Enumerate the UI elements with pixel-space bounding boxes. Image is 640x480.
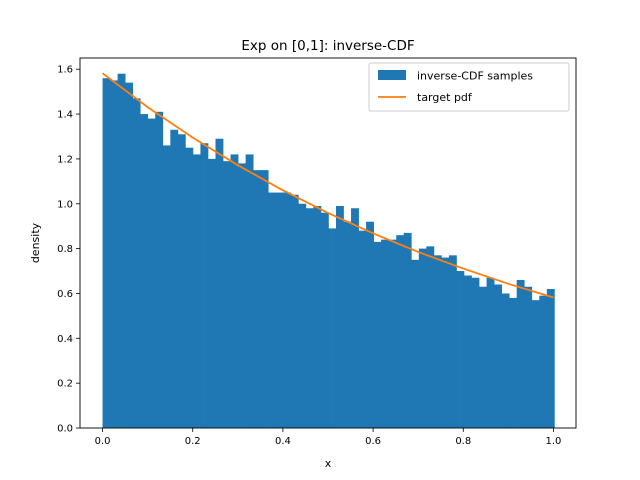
- histogram-bar: [140, 114, 149, 428]
- histogram-bar: [471, 277, 480, 428]
- histogram-bar: [313, 206, 322, 428]
- histogram-bar: [501, 293, 510, 428]
- y-tick-label: 1.6: [57, 65, 73, 76]
- histogram-bar: [230, 154, 239, 429]
- y-tick-label: 0.4: [57, 334, 73, 345]
- histogram-bar: [486, 277, 495, 428]
- histogram-bar: [155, 111, 164, 428]
- histogram-bar: [177, 134, 186, 429]
- histogram-bars: [102, 73, 555, 429]
- histogram-bar: [125, 82, 134, 429]
- histogram-bar: [343, 221, 352, 428]
- histogram-bar: [388, 239, 397, 428]
- histogram-bar: [320, 212, 329, 428]
- histogram-bar: [328, 228, 337, 428]
- histogram-bar: [366, 221, 374, 428]
- histogram-bar: [238, 163, 246, 428]
- x-tick-label: 0.4: [275, 436, 291, 447]
- histogram-bar: [215, 138, 224, 429]
- x-tick-label: 0.6: [365, 436, 381, 447]
- legend-label-samples: inverse-CDF samples: [417, 70, 533, 83]
- histogram-bar: [494, 284, 502, 428]
- y-axis-label: density: [29, 222, 42, 263]
- histogram-bar: [200, 143, 209, 428]
- histogram-bar: [245, 154, 254, 429]
- histogram-bar: [132, 98, 141, 429]
- histogram-bar: [223, 161, 231, 428]
- histogram-bar: [185, 147, 194, 428]
- histogram-bar: [418, 248, 427, 428]
- histogram-bar: [441, 257, 450, 428]
- histogram-bar: [268, 192, 277, 428]
- histogram-bar: [102, 78, 111, 429]
- y-tick-label: 0.6: [57, 289, 73, 300]
- x-tick-label: 1.0: [546, 436, 562, 447]
- histogram-bar: [433, 255, 442, 428]
- y-tick-label: 0.2: [57, 379, 73, 390]
- histogram-bar: [456, 271, 465, 428]
- histogram-bar: [479, 286, 487, 428]
- histogram-bar: [411, 259, 420, 428]
- histogram-bar: [162, 145, 171, 428]
- x-tick-label: 0.0: [95, 436, 111, 447]
- histogram-bar: [275, 192, 284, 428]
- histogram-bar: [381, 239, 390, 428]
- y-axis-ticks: 0.0 0.2 0.4 0.6 0.8 1.0 1.2 1.4 1.6: [57, 65, 80, 435]
- x-tick-label: 0.8: [455, 436, 471, 447]
- y-tick-label: 1.4: [57, 110, 73, 121]
- y-tick-label: 0.0: [57, 424, 73, 435]
- histogram-bar: [509, 297, 518, 428]
- histogram-bar: [351, 208, 359, 428]
- histogram-bar: [531, 300, 540, 428]
- legend-box: [368, 62, 570, 112]
- y-tick-label: 1.2: [57, 154, 73, 165]
- histogram-bar: [396, 235, 405, 428]
- histogram-bar: [260, 170, 269, 428]
- histogram-bar: [283, 192, 292, 428]
- histogram-bar: [117, 73, 126, 428]
- chart-title: Exp on [0,1]: inverse-CDF: [241, 38, 414, 54]
- histogram-bar: [373, 241, 382, 428]
- histogram-bar: [463, 275, 472, 428]
- histogram-bar: [110, 80, 118, 429]
- histogram-bar: [147, 118, 156, 429]
- x-axis-ticks: 0.0 0.2 0.4 0.6 0.8 1.0: [95, 428, 562, 447]
- legend: inverse-CDF samples target pdf: [368, 62, 570, 112]
- histogram-bar: [539, 295, 548, 428]
- histogram-bar: [192, 154, 201, 429]
- histogram-bar: [290, 194, 299, 428]
- legend-label-pdf: target pdf: [417, 91, 473, 104]
- histogram-bar: [358, 230, 367, 428]
- histogram-bar: [403, 232, 412, 428]
- x-axis-label: x: [325, 457, 332, 470]
- histogram-bar: [524, 286, 533, 428]
- histogram-bar: [448, 255, 457, 428]
- histogram-bar: [426, 246, 435, 428]
- histogram-bar: [298, 203, 307, 428]
- y-tick-label: 0.8: [57, 244, 73, 255]
- plot-frame: [79, 57, 577, 429]
- histogram-bar: [516, 280, 525, 428]
- histogram-bar: [170, 129, 179, 428]
- y-tick-label: 1.0: [57, 199, 73, 210]
- histogram-bar: [207, 158, 216, 428]
- histogram-bar: [335, 206, 344, 428]
- histogram-bar: [305, 208, 314, 428]
- x-tick-label: 0.2: [185, 436, 201, 447]
- legend-swatch-samples: [378, 70, 406, 80]
- target-pdf-line: [102, 72, 554, 299]
- histogram-bar: [546, 288, 555, 428]
- histogram-bar: [253, 170, 262, 428]
